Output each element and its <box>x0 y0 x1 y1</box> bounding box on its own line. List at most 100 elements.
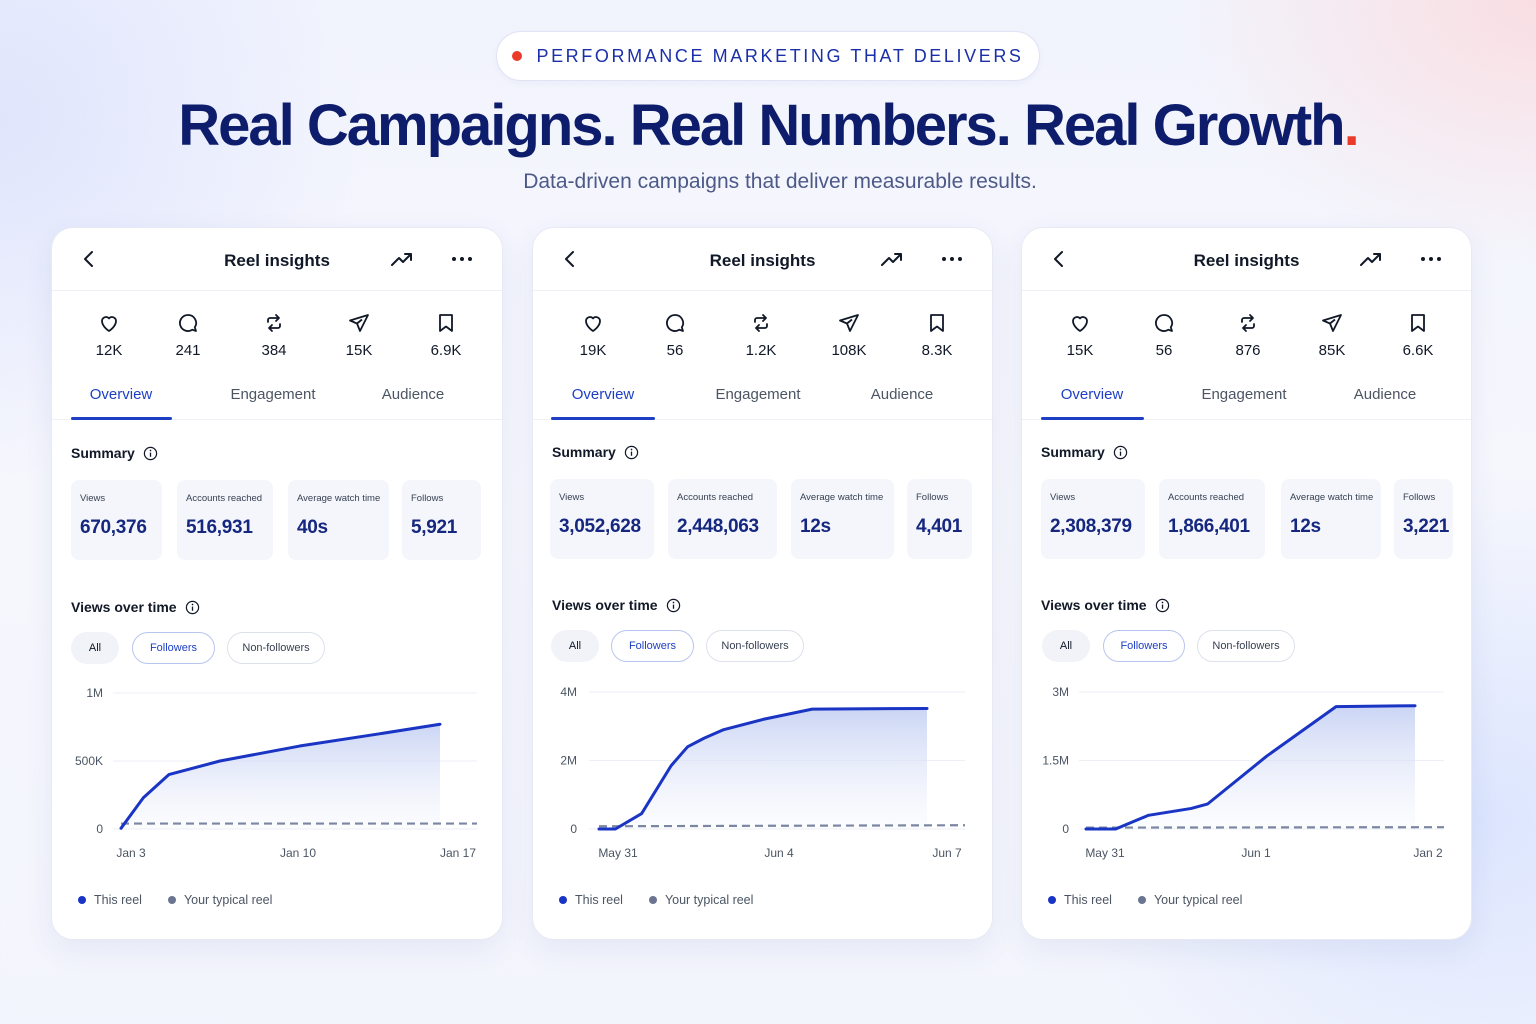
tab-audience[interactable]: Audience <box>381 386 445 403</box>
summary-stat-average-watch-time: Average watch time 12s <box>791 479 894 559</box>
trending-up-icon[interactable] <box>390 249 414 269</box>
tab-engagement[interactable]: Engagement <box>230 386 316 403</box>
summary-stat-average-watch-time: Average watch time 12s <box>1281 479 1381 559</box>
summary-title: Summary <box>552 444 616 460</box>
filter-chip-all[interactable]: All <box>1042 630 1090 662</box>
active-tab-indicator <box>71 417 172 420</box>
metric-share[interactable]: 108K <box>819 311 879 359</box>
chart-legend: This reel Your typical reel <box>78 893 272 907</box>
reel-insights-card: 3M 1.5M 0 May 31 Jun 1 Jan 2 Reel insights 15… <box>1021 227 1472 940</box>
legend-typical-reel: Your typical reel <box>1153 893 1243 907</box>
info-icon[interactable] <box>624 445 639 460</box>
typical-reel-line <box>598 824 966 828</box>
summary-stat-views: Views 3,052,628 <box>550 479 654 559</box>
more-options-icon[interactable] <box>940 250 964 268</box>
back-icon[interactable] <box>78 248 100 270</box>
this-reel-area <box>121 724 440 829</box>
heart-icon <box>101 316 117 332</box>
metric-heart[interactable]: 12K <box>79 311 139 359</box>
metric-bookmark[interactable]: 8.3K <box>907 311 967 359</box>
legend-dot-this-reel <box>559 896 567 904</box>
more-options-icon[interactable] <box>1419 250 1443 268</box>
info-icon[interactable] <box>143 446 158 461</box>
metric-repost[interactable]: 876 <box>1218 311 1278 359</box>
card-header: Reel insights <box>1022 228 1471 291</box>
metric-value: 15K <box>345 342 373 359</box>
filter-chip-followers[interactable]: Followers <box>1103 630 1185 662</box>
y-tick-label: 0 <box>570 822 577 836</box>
summary-stat-follows: Follows 4,401 <box>907 479 972 559</box>
filter-chip-followers[interactable]: Followers <box>611 630 694 662</box>
metric-bookmark[interactable]: 6.9K <box>416 311 476 359</box>
stat-value: 3,052,628 <box>559 516 641 537</box>
tab-overview[interactable]: Overview <box>89 386 153 403</box>
summary-stat-follows: Follows 3,221 <box>1394 479 1453 559</box>
trending-up-icon[interactable] <box>880 249 904 269</box>
info-icon[interactable] <box>666 598 681 613</box>
metric-value: 6.9K <box>430 342 462 359</box>
filter-chip-all[interactable]: All <box>551 630 599 662</box>
metric-comment[interactable]: 56 <box>645 311 705 359</box>
views-over-time-heading: Views over time <box>552 597 681 613</box>
legend-dot-typical-reel <box>167 896 176 904</box>
trending-up-icon[interactable] <box>1359 249 1383 269</box>
metric-share[interactable]: 85K <box>1302 311 1362 359</box>
tab-audience[interactable]: Audience <box>870 386 934 403</box>
eyebrow-text: PERFORMANCE MARKETING THAT DELIVERS <box>536 45 1024 66</box>
metric-value: 19K <box>579 342 607 359</box>
info-icon[interactable] <box>1155 598 1170 613</box>
legend-this-reel: This reel <box>575 893 623 907</box>
summary-stat-views: Views 2,308,379 <box>1041 479 1145 559</box>
metric-share[interactable]: 15K <box>329 311 389 359</box>
stat-value: 516,931 <box>186 517 253 538</box>
back-icon[interactable] <box>559 248 581 270</box>
this-reel-line <box>597 706 929 831</box>
y-tick-label: 1.5M <box>1042 754 1069 768</box>
summary-stat-average-watch-time: Average watch time 40s <box>288 480 389 560</box>
active-tab-indicator <box>551 417 655 420</box>
this-reel-area <box>1086 705 1415 829</box>
metric-heart[interactable]: 19K <box>563 311 623 359</box>
filter-chip-non-followers[interactable]: Non-followers <box>227 632 325 664</box>
share-icon <box>839 314 859 332</box>
filter-chip-non-followers[interactable]: Non-followers <box>706 630 804 662</box>
views-over-time-title: Views over time <box>552 597 658 613</box>
stat-label: Average watch time <box>1290 492 1374 503</box>
tab-overview[interactable]: Overview <box>1060 386 1124 403</box>
stat-label: Views <box>80 493 106 504</box>
card-title: Reel insights <box>709 251 816 270</box>
views-chart: 4M 2M 0 May 31 Jun 4 Jun 7 <box>560 685 966 860</box>
legend-dot-this-reel <box>1048 896 1056 904</box>
comment-icon <box>666 314 685 332</box>
heart-icon <box>1072 316 1088 332</box>
tab-engagement[interactable]: Engagement <box>715 386 801 403</box>
views-chart: 3M 1.5M 0 May 31 Jun 1 Jan 2 <box>1042 685 1445 860</box>
metric-comment[interactable]: 56 <box>1134 311 1194 359</box>
tab-overview[interactable]: Overview <box>571 386 635 403</box>
metric-repost[interactable]: 384 <box>244 311 304 359</box>
metric-heart[interactable]: 15K <box>1050 311 1110 359</box>
filter-chip-all[interactable]: All <box>71 632 119 664</box>
stat-label: Follows <box>411 493 444 504</box>
metric-comment[interactable]: 241 <box>158 311 218 359</box>
metric-value: 241 <box>175 342 201 359</box>
y-tick-label: 4M <box>560 685 577 699</box>
info-icon[interactable] <box>185 600 200 615</box>
metric-value: 1.2K <box>745 342 777 359</box>
metric-repost[interactable]: 1.2K <box>731 311 791 359</box>
stat-label: Average watch time <box>800 492 884 503</box>
tab-engagement[interactable]: Engagement <box>1201 386 1287 403</box>
metric-bookmark[interactable]: 6.6K <box>1388 311 1448 359</box>
back-icon[interactable] <box>1048 248 1070 270</box>
tab-audience[interactable]: Audience <box>1353 386 1417 403</box>
more-options-icon[interactable] <box>450 250 474 268</box>
tabs-divider <box>533 419 992 420</box>
bookmark-icon <box>439 314 453 332</box>
filter-chip-followers[interactable]: Followers <box>132 632 215 664</box>
stat-label: Average watch time <box>297 493 381 504</box>
filter-chip-non-followers[interactable]: Non-followers <box>1197 630 1295 662</box>
views-chart: 1M 500K 0 Jan 3 Jan 10 Jan 17 <box>75 686 477 860</box>
x-tick-label: Jun 1 <box>1241 846 1271 860</box>
summary-heading: Summary <box>1041 444 1128 460</box>
info-icon[interactable] <box>1113 445 1128 460</box>
